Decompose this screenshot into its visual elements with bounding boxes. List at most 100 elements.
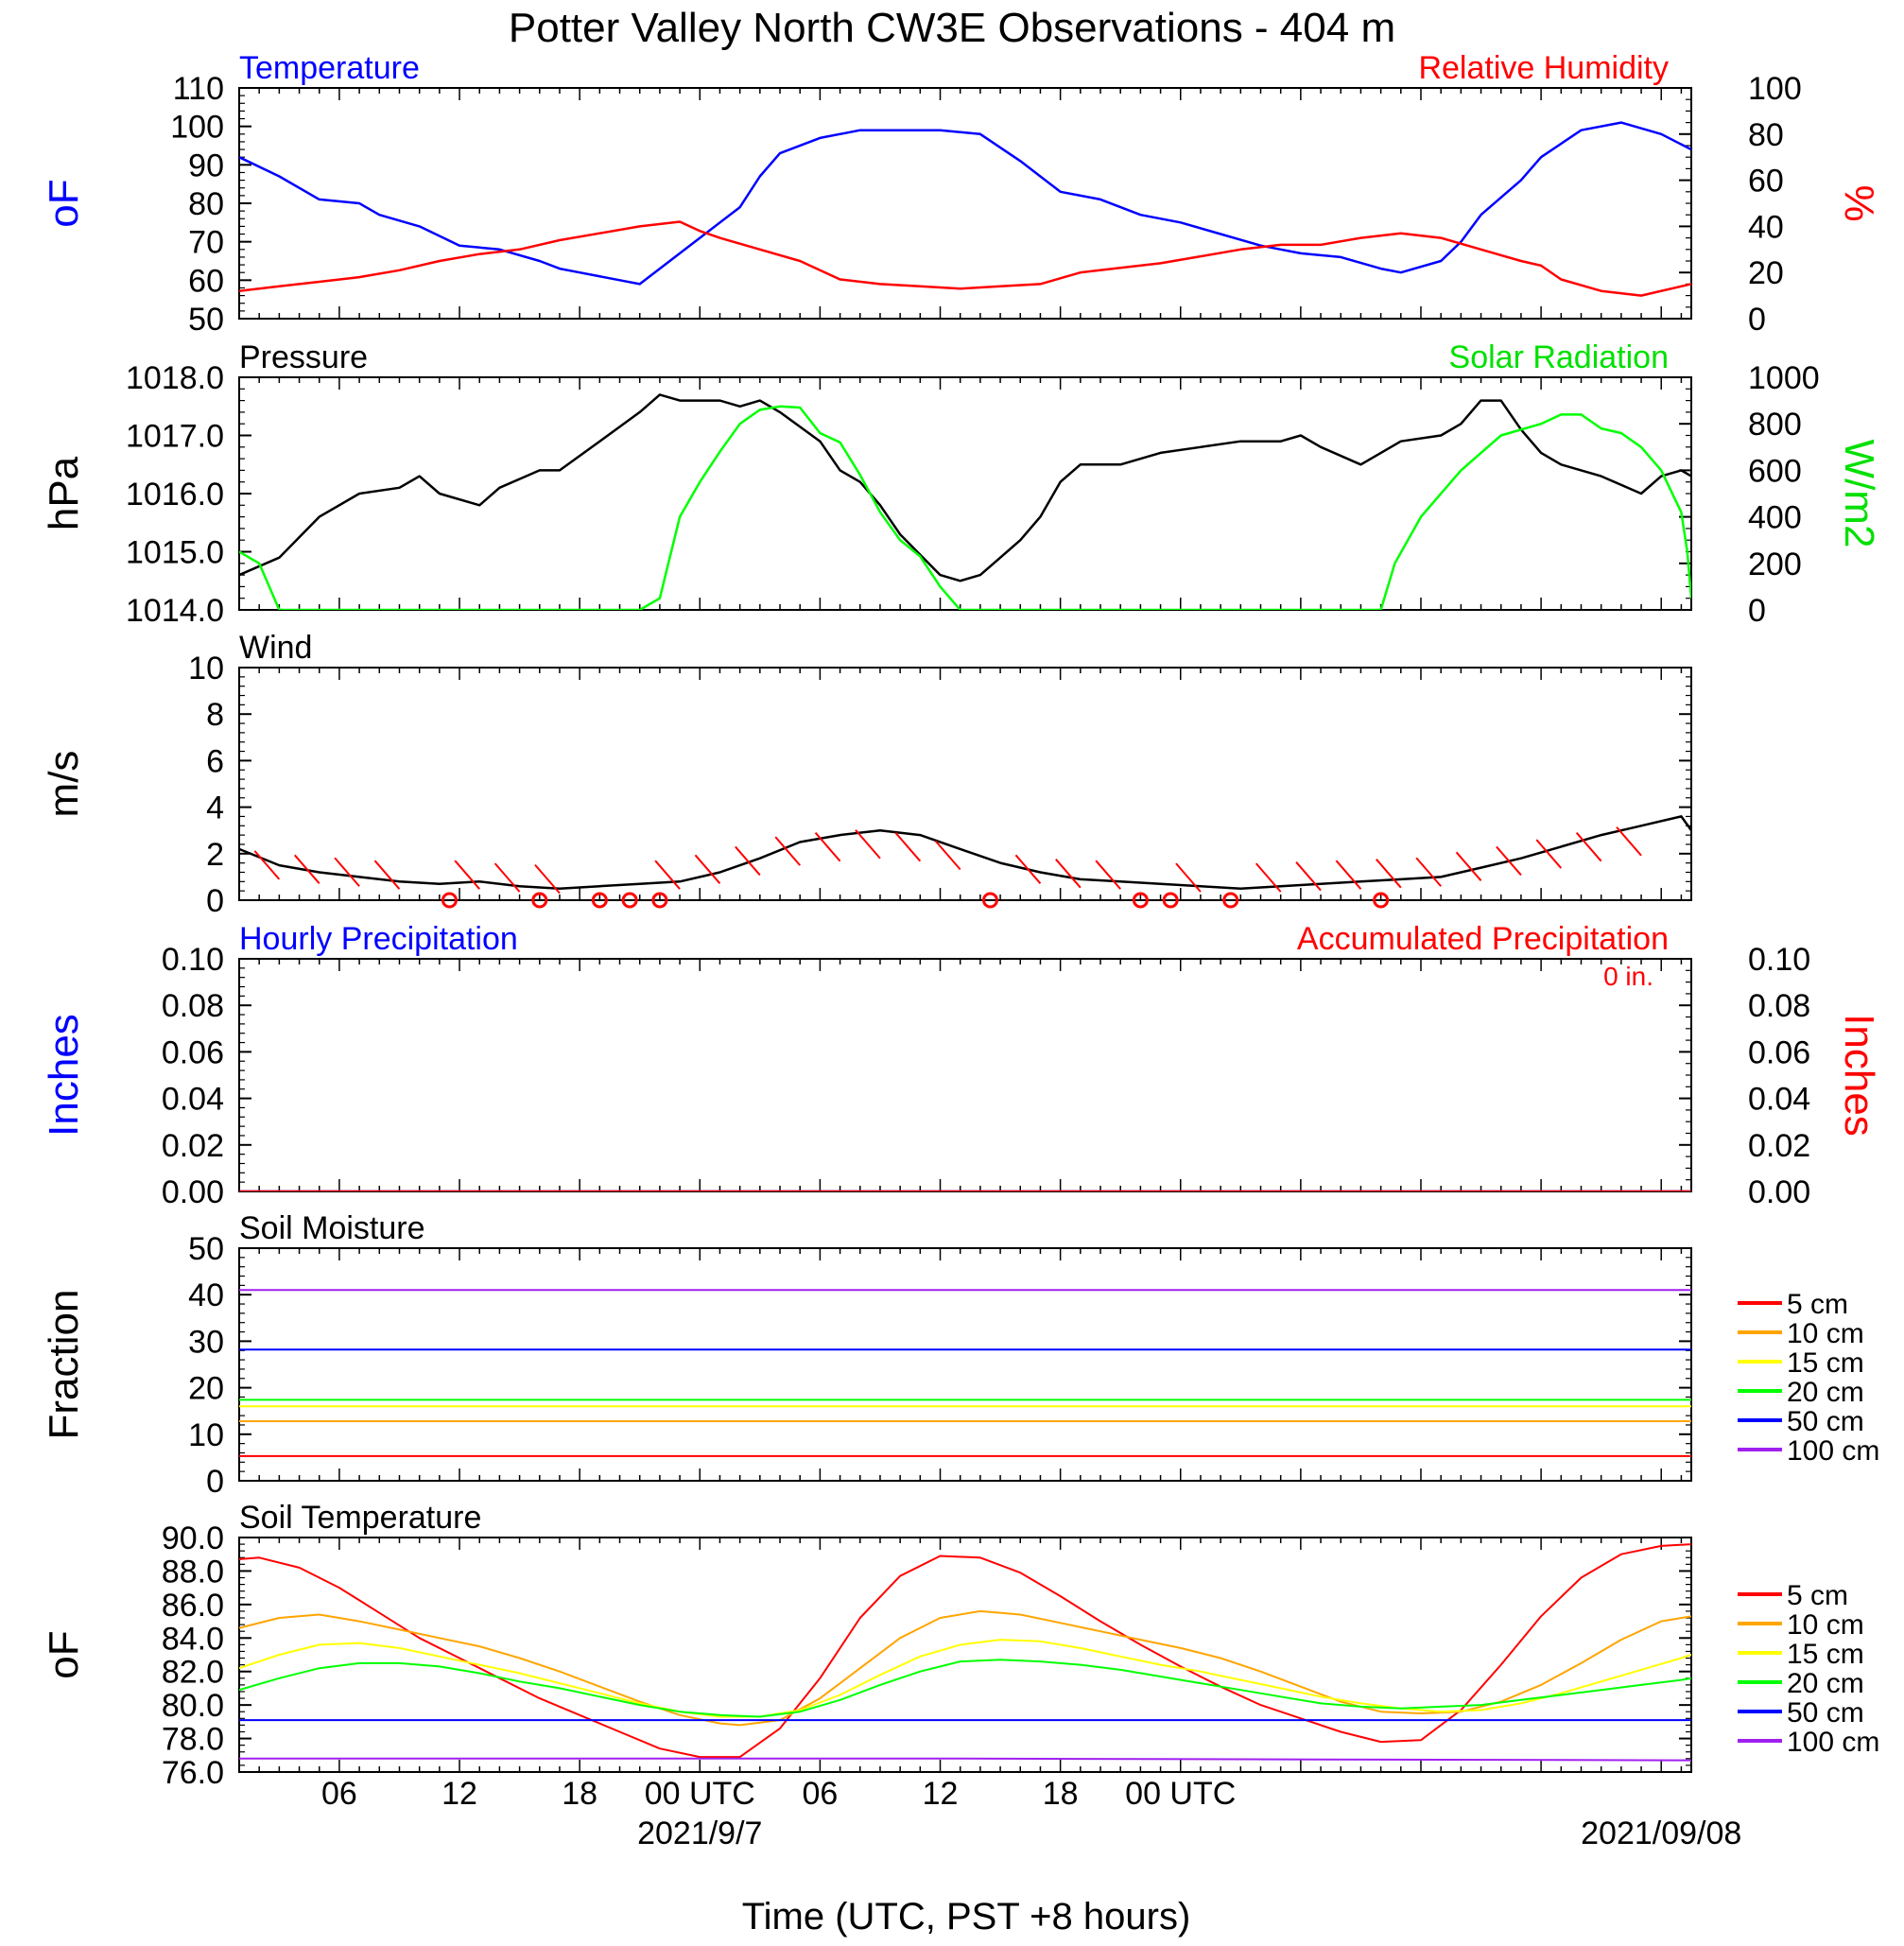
soil-temp-panel: 76.078.080.082.084.086.088.090.0 Soil Tem… bbox=[41, 1500, 1879, 1791]
wind-barb bbox=[1535, 839, 1563, 869]
series-line-solar-radiation bbox=[239, 405, 1691, 610]
calm-wind-marker bbox=[621, 892, 638, 909]
y2-tick-label: 0.06 bbox=[1748, 1034, 1810, 1070]
x-tick-label: 06 bbox=[321, 1776, 357, 1812]
y-tick-label: 110 bbox=[173, 71, 224, 107]
y-tick-label: 10 bbox=[188, 651, 224, 686]
y2-tick-label: 20 bbox=[1748, 255, 1784, 291]
series-line-100-cm bbox=[239, 1757, 1691, 1762]
wind-barb bbox=[1295, 861, 1322, 892]
y-tick-label: 0.02 bbox=[162, 1128, 224, 1164]
y2-tick-label: 1000 bbox=[1748, 360, 1820, 396]
y-tick-label: 70 bbox=[188, 225, 224, 261]
y-tick-label: 80.0 bbox=[162, 1688, 224, 1724]
y-tick-label: 0.08 bbox=[162, 988, 224, 1024]
y-tick-label: 10 bbox=[188, 1417, 224, 1453]
y-tick-label: 6 bbox=[206, 743, 224, 779]
figure-title: Potter Valley North CW3E Observations - … bbox=[509, 5, 1395, 51]
y2-tick-label: 100 bbox=[1748, 71, 1802, 107]
calm-wind-marker bbox=[1373, 892, 1390, 909]
y2-tick-label: 0.02 bbox=[1748, 1128, 1810, 1164]
panel-title-left: Hourly Precipitation bbox=[239, 921, 518, 957]
wind-barb bbox=[694, 854, 721, 884]
wind-panel: 0 2 4 6 8 10 Wind m/s bbox=[41, 630, 1692, 919]
calm-wind-marker bbox=[531, 892, 548, 909]
calm-wind-marker bbox=[591, 892, 608, 909]
panel-title-left: Wind bbox=[239, 630, 312, 666]
y-axis-unit-right: Inches bbox=[1836, 1014, 1882, 1137]
legend-label: 10 cm bbox=[1787, 1609, 1864, 1641]
y-tick-label: 84.0 bbox=[162, 1621, 224, 1657]
calm-wind-marker bbox=[1222, 892, 1239, 909]
y-tick-label: 0.00 bbox=[162, 1174, 224, 1210]
legend-label: 50 cm bbox=[1787, 1406, 1864, 1437]
wind-barb bbox=[1175, 862, 1202, 893]
legend-label: 15 cm bbox=[1787, 1347, 1864, 1379]
wind-barb bbox=[774, 836, 801, 866]
x-date-label: 2021/9/7 bbox=[637, 1816, 762, 1851]
wind-barb bbox=[654, 860, 681, 890]
panel-title-left: Soil Moisture bbox=[239, 1210, 425, 1246]
legend-label: 5 cm bbox=[1787, 1580, 1848, 1611]
y-tick-label: 90 bbox=[188, 148, 224, 183]
y-tick-label: 40 bbox=[188, 1277, 224, 1313]
y2-tick-label: 600 bbox=[1748, 453, 1802, 489]
series-line-temperature bbox=[239, 121, 1691, 286]
x-tick-label: 06 bbox=[802, 1776, 838, 1812]
y-tick-label: 1018.0 bbox=[126, 360, 224, 396]
y-tick-label: 50 bbox=[188, 1231, 224, 1267]
wind-barb bbox=[1055, 859, 1082, 889]
y-tick-label: 90.0 bbox=[162, 1520, 224, 1556]
y2-tick-label: 0 bbox=[1748, 593, 1766, 629]
y2-tick-label: 400 bbox=[1748, 500, 1802, 536]
wind-barb bbox=[814, 832, 841, 862]
wind-barb bbox=[534, 863, 561, 895]
wind-barbs bbox=[253, 826, 1642, 909]
calm-wind-marker bbox=[441, 892, 458, 909]
y-axis-unit-left: oF bbox=[41, 179, 87, 227]
y2-tick-label: 0.00 bbox=[1748, 1174, 1810, 1210]
panel-title-right: Accumulated Precipitation bbox=[1297, 921, 1669, 957]
wind-barb bbox=[1455, 851, 1482, 881]
legend-label: 15 cm bbox=[1787, 1639, 1864, 1670]
wind-barb bbox=[934, 840, 961, 871]
wind-barb bbox=[1255, 862, 1282, 893]
panel-title-right: Solar Radiation bbox=[1449, 339, 1669, 375]
y-tick-label: 1015.0 bbox=[126, 535, 224, 571]
wind-barb bbox=[1376, 859, 1402, 889]
plot-frame bbox=[238, 1247, 1692, 1482]
legend-label: 100 cm bbox=[1787, 1435, 1879, 1467]
wind-barb bbox=[293, 854, 320, 884]
panel-title-left: Temperature bbox=[239, 50, 420, 86]
y-axis-unit-left: hPa bbox=[41, 456, 87, 530]
plot-frame bbox=[238, 667, 1692, 901]
y-tick-label: 78.0 bbox=[162, 1722, 224, 1758]
precip-panel: 0.00 0.02 0.04 0.06 0.08 0.10 0.00 0.02 0.04 0.06… bbox=[41, 921, 1882, 1210]
legend-label: 20 cm bbox=[1787, 1377, 1864, 1408]
series-line-pressure bbox=[239, 393, 1691, 582]
legend-label: 50 cm bbox=[1787, 1697, 1864, 1729]
x-tick-label: 00 UTC bbox=[645, 1776, 755, 1812]
wind-barb bbox=[894, 832, 922, 862]
x-tick-label: 12 bbox=[441, 1776, 477, 1812]
y2-tick-label: 0.10 bbox=[1748, 942, 1810, 978]
y2-tick-label: 40 bbox=[1748, 209, 1784, 245]
y-axis-unit-left: Inches bbox=[41, 1014, 87, 1137]
y-tick-label: 80 bbox=[188, 186, 224, 222]
wind-barb bbox=[1575, 832, 1602, 862]
wind-barb bbox=[855, 829, 881, 860]
y-tick-label: 2 bbox=[206, 837, 224, 873]
wind-barb bbox=[1014, 854, 1042, 884]
y-axis-unit-right: % bbox=[1836, 184, 1882, 221]
y-tick-label: 0.04 bbox=[162, 1082, 224, 1118]
panel-title-left: Soil Temperature bbox=[239, 1500, 481, 1536]
y-tick-label: 82.0 bbox=[162, 1655, 224, 1691]
pressure-solar-panel: 1014.0 1015.0 1016.0 1017.0 1018.0 0 200 400 600… bbox=[41, 339, 1882, 629]
x-tick-label: 18 bbox=[1043, 1776, 1079, 1812]
y-axis-unit-left: m/s bbox=[41, 751, 87, 818]
legend-label: 5 cm bbox=[1787, 1289, 1848, 1320]
